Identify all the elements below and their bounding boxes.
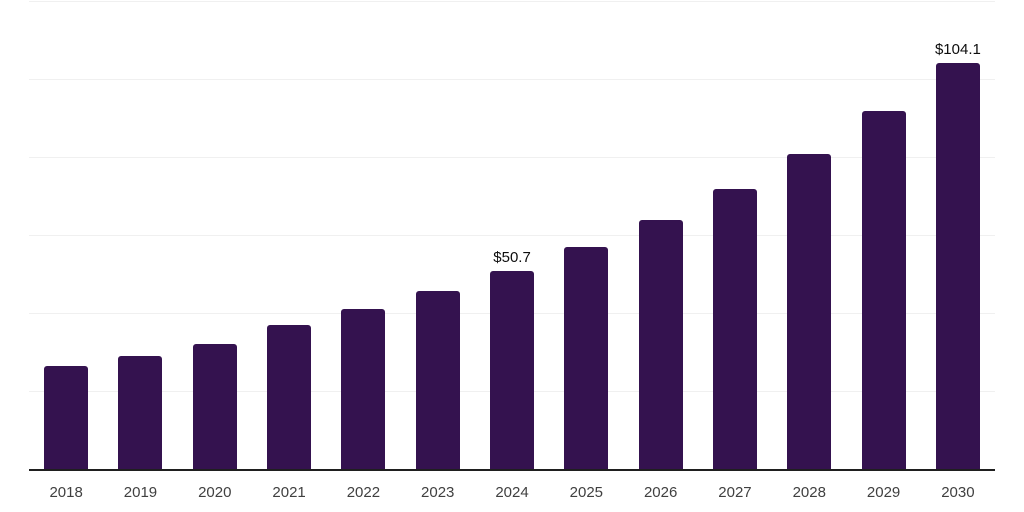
x-tick-label-2021: 2021 [272, 484, 306, 501]
bar-2030: $104.1 [935, 42, 981, 469]
bar-cell-2018 [29, 0, 103, 469]
x-tick-label-2029: 2029 [866, 484, 901, 501]
x-tick-label-2027: 2027 [718, 484, 752, 501]
bar-2027 [712, 188, 757, 469]
bar-cell-2023 [401, 0, 475, 469]
x-tick-label-2028: 2028 [792, 484, 826, 501]
x-tick-label-2024: 2024 [495, 484, 529, 501]
x-tick-label-2018: 2018 [49, 484, 83, 501]
bar-2029 [861, 111, 906, 469]
bar-cell-2026 [624, 0, 698, 469]
x-axis-tick-labels: 2018 2019 2020 2021 2022 2023 2024 2025 2026 2027… [29, 484, 995, 502]
bar-2020 [192, 343, 237, 469]
x-tick-label-2020: 2020 [198, 484, 232, 501]
data-label-2030: $104.1 [934, 41, 981, 59]
bar-2024: $50.7 [490, 250, 535, 469]
bar-cell-2025 [549, 0, 623, 469]
bar-cell-2024: $50.7 [475, 0, 549, 469]
bar-2021 [267, 325, 312, 469]
bar-cell-2021 [252, 0, 326, 469]
x-tick-label-2025: 2025 [569, 484, 604, 501]
x-tick-label-2030: 2030 [941, 484, 975, 501]
bar-2019 [118, 356, 163, 469]
x-tick-label-2019: 2019 [123, 484, 158, 501]
data-label-2024: $50.7 [493, 249, 531, 267]
bar-cell-2028 [772, 0, 846, 469]
bar-cell-2020 [178, 0, 252, 469]
bar-2022 [341, 309, 386, 469]
bar-cell-2030: $104.1 [921, 0, 995, 469]
gridline-100 [29, 79, 995, 80]
x-tick-label-2022: 2022 [346, 484, 381, 501]
bar-2018 [44, 365, 89, 469]
x-axis-line [29, 469, 995, 471]
gridline-80 [29, 157, 995, 158]
bar-cell-2027 [698, 0, 772, 469]
bar-2028 [787, 153, 832, 469]
bar-2026 [638, 219, 683, 469]
gridline-120 [29, 1, 995, 2]
bar-cell-2022 [326, 0, 400, 469]
bar-cell-2029 [846, 0, 920, 469]
x-tick-label-2026: 2026 [643, 484, 678, 501]
bar-2023 [415, 290, 460, 469]
x-tick-label-2023: 2023 [421, 484, 455, 501]
bar-2025 [564, 246, 609, 469]
bar-cell-2019 [103, 0, 177, 469]
bars-layer: $50.7 $104.1 [29, 0, 995, 469]
gridline-60 [29, 235, 995, 236]
